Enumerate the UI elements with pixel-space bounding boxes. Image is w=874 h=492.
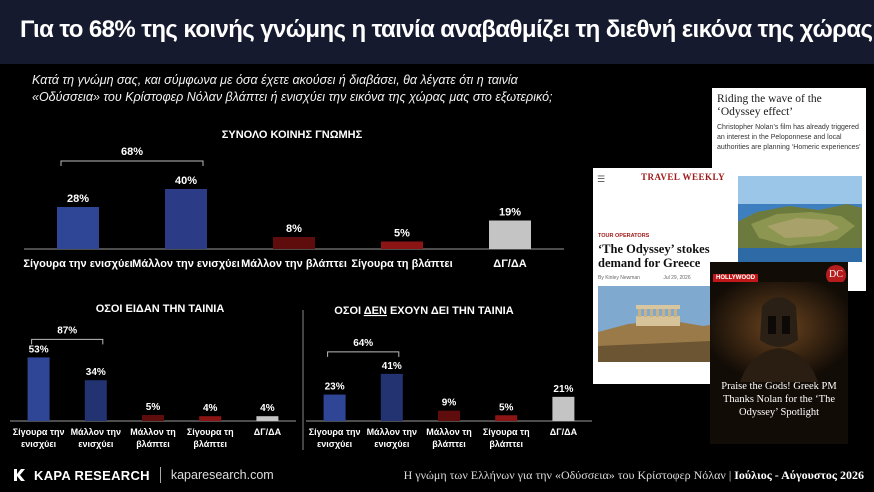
chart-title: ΣΥΝΟΛΟ ΚΟΙΝΗΣ ΓΝΩΜΗΣ [222,129,363,141]
footer-url-link[interactable]: kaparesearch.com [170,468,274,482]
chart-title-part: ΔΕΝ [364,305,387,317]
bar [256,416,279,421]
chart-title-part: ΕΧΟΥΝ ΔΕΙ ΤΗΝ ΤΑΙΝΙΑ [387,305,514,317]
kapa-logo-icon [14,469,25,481]
tick-label: Σίγουρα τη [483,427,530,437]
data-label: 40% [175,175,197,187]
bar [142,415,164,421]
footer-divider [159,467,161,483]
tick-label: ΔΓ/ΔΑ [550,427,578,437]
tick-label: βλάπτει [136,439,170,449]
chart-title-part: ΟΣΟΙ [334,305,363,317]
bracket-label: 87% [57,325,77,336]
bar [57,207,99,249]
tick-label: Σίγουρα την [309,427,361,437]
clipping-masthead: TRAVEL WEEKLY [641,172,726,182]
question-line-1: Κατά τη γνώμη σας, και σύμφωνα με όσα έχ… [32,73,518,87]
data-label: 8% [286,223,302,235]
tick-label: Σίγουρα την ενισχύει [23,258,132,270]
tick-label: Μάλλον τη [426,427,471,437]
clipping-headline: ‘The Odyssey’ stokes demand for Greece [598,242,710,270]
clipping-tag: HOLLYWOOD [713,274,759,282]
byline-date: Jul 29, 2026 [663,275,691,281]
chart-title: ΟΣΟΙ ΔΕΝ ΕΧΟΥΝ ΔΕΙ ΤΗΝ ΤΑΙΝΙΑ [334,305,513,317]
bar [199,416,222,421]
data-label: 53% [29,344,49,355]
footer-caption: Η γνώμη των Ελλήνων για την «Οδύσσεια» τ… [404,468,864,483]
data-label: 4% [260,403,275,414]
clipping-headline: Riding the wave of the ‘Odyssey effect’ [717,93,822,118]
bar [27,357,50,421]
chart-total-opinion: ΣΥΝΟΛΟ ΚΟΙΝΗΣ ΓΝΩΜΗΣ 28% Σίγουρα την ενισχ… [23,129,564,270]
footer-caption-text: Η γνώμη των Ελλήνων για την «Οδύσσεια» τ… [403,468,732,482]
data-label: 21% [553,384,573,395]
chart-divider [302,310,304,450]
bracket-label: 68% [121,146,143,158]
hamburger-menu-icon: ☰ [597,174,606,184]
data-label: 4% [203,403,218,414]
tick-label: Μάλλον την ενισχύει [132,258,240,270]
clipping-section: TOUR OPERATORS [598,233,650,239]
tick-label: Σίγουρα την [13,427,65,437]
tick-label: ΔΓ/ΔΑ [254,427,282,437]
page-title: Για το 68% της κοινής γνώμης η ταινία αν… [20,16,873,43]
data-label: 19% [499,207,521,219]
bracket-line [327,351,400,357]
bracket-line [60,160,204,166]
acropolis-photo [598,286,733,362]
data-label: 5% [394,228,410,240]
tick-label: Μάλλον την βλάπτει [241,258,347,270]
bar [84,380,107,421]
header-bar: Για το 68% της κοινής γνώμης η ταινία αν… [0,0,874,64]
tick-label: βλάπτει [193,439,227,449]
tick-label: βλάπτει [432,439,466,449]
chart-watched-film: ΟΣΟΙ ΕΙΔΑΝ ΤΗΝ ΤΑΙΝΙΑ 53% Σίγουρα την ενισχ… [10,303,296,449]
data-label: 5% [146,402,161,413]
fortress-photo [737,176,862,262]
bar [381,241,423,249]
tick-label: ενισχύει [21,439,57,449]
bar [489,220,531,249]
tick-label: βλάπτει [489,439,523,449]
tick-label: Σίγουρα τη βλάπτει [351,258,452,270]
byline-author: By Kinley Newman [598,275,640,281]
press-clipping-hollywood: HOLLYWOOD DC Praise the Gods! Greek PM T… [710,262,848,444]
tick-label: Μάλλον τη [130,427,175,437]
chart-not-watched-film: ΟΣΟΙ ΔΕΝ ΕΧΟΥΝ ΔΕΙ ΤΗΝ ΤΑΙΝΙΑ 23% Σίγουρα … [306,305,592,449]
data-label: 34% [86,367,106,378]
tick-label: ενισχύει [374,439,410,449]
tick-label: ενισχύει [78,439,114,449]
warrior-helmet-image [710,282,848,382]
chart-title: ΟΣΟΙ ΕΙΔΑΝ ΤΗΝ ΤΑΙΝΙΑ [96,303,225,315]
bar [552,396,575,421]
data-label: 9% [442,398,457,409]
footer-date: Ιούλιος - Αύγουστος 2026 [734,468,864,482]
tick-label: ενισχύει [317,439,353,449]
bar [495,415,518,421]
data-label: 41% [382,361,402,372]
bar [165,189,207,249]
footer-logo-text: KAPA RESEARCH [34,467,150,483]
data-label: 28% [67,193,89,205]
clipping-headline: Praise the Gods! Greek PM Thanks Nolan f… [721,381,837,418]
bar [380,373,403,421]
footer-branding: KAPA RESEARCH kaparesearch.com [12,466,274,484]
survey-question: Κατά τη γνώμη σας, και σύμφωνα με όσα έχ… [32,72,592,106]
bracket-label: 64% [353,338,373,349]
tick-label: Μάλλον την [367,427,417,437]
tick-label: Μάλλον την [71,427,121,437]
dc-badge: DC [826,265,846,285]
tick-label: Σίγουρα τη [187,427,234,437]
question-line-2: «Οδύσσεια» του Κρίστοφερ Νόλαν βλάπτει ή… [32,90,553,104]
tick-label: ΔΓ/ΔΑ [493,258,526,270]
bar [273,237,315,249]
clipping-byline: By Kinley Newman Jul 29, 2026 [598,275,691,281]
bar [438,410,460,421]
data-label: 5% [499,402,514,413]
clipping-body: Christopher Nolan’s film has already tri… [717,124,861,151]
data-label: 23% [325,382,345,393]
bar [323,394,346,421]
bracket-line [31,338,104,345]
